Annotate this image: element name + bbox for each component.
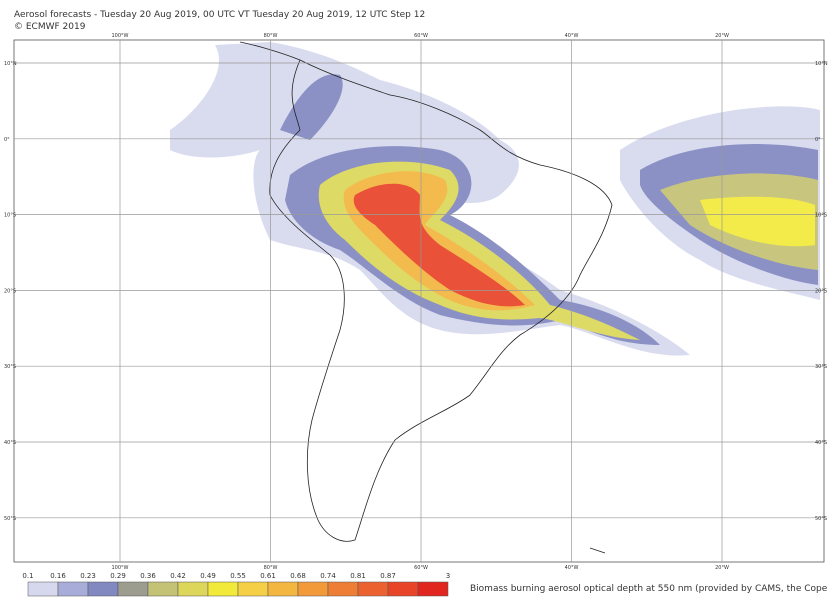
- lon-label: 100°W: [112, 33, 129, 39]
- lat-label: 0°: [815, 137, 821, 143]
- lat-label: 50°S: [4, 516, 16, 522]
- copyright: © ECMWF 2019: [14, 22, 86, 32]
- colorbar-label: 0.29: [110, 572, 126, 580]
- lat-label: 0°: [4, 137, 10, 143]
- lat-label: 10°S: [815, 213, 827, 219]
- graticule: 100°W 100°W 80°W 80°W 60°W 60°W 40°W 40°W 20°W 20…: [4, 33, 828, 571]
- colorbar: 0.1 0.16 0.23 0.29 0.36 0.42 0.49 0.55 0.61 0.68 0…: [22, 572, 450, 597]
- colorbar-label: 0.81: [350, 572, 366, 580]
- colorbar-label: 0.23: [80, 572, 96, 580]
- colorbar-label: 0.49: [200, 572, 216, 580]
- colorbar-cell: [117, 581, 149, 597]
- colorbar-label: 0.16: [50, 572, 66, 580]
- lon-label: 20°W: [715, 33, 729, 39]
- colorbar-label: 0.68: [290, 572, 306, 580]
- lon-label: 60°W: [414, 33, 428, 39]
- colorbar-cell: [417, 581, 449, 597]
- lat-label: 10°N: [815, 61, 828, 67]
- colorbar-cell: [297, 581, 329, 597]
- colorbar-cell: [237, 581, 269, 597]
- lat-label: 30°S: [815, 364, 827, 370]
- colorbar-label: 0.55: [230, 572, 246, 580]
- colorbar-label: 0.74: [320, 572, 336, 580]
- title: Aerosol forecasts - Tuesday 20 Aug 2019,…: [14, 10, 425, 20]
- colorbar-label: 0.1: [22, 572, 33, 580]
- lon-label: 40°W: [565, 33, 579, 39]
- colorbar-cell: [357, 581, 389, 597]
- lon-label: 80°W: [264, 565, 278, 571]
- lon-label: 80°W: [264, 33, 278, 39]
- lat-label: 50°S: [815, 516, 827, 522]
- lat-label: 20°S: [815, 288, 827, 294]
- colorbar-cell: [267, 581, 299, 597]
- lat-label: 40°S: [815, 440, 827, 446]
- lon-label: 100°W: [112, 565, 129, 571]
- colorbar-cell: [57, 581, 89, 597]
- lat-label: 30°S: [4, 364, 16, 370]
- caption: Biomass burning aerosol optical depth at…: [470, 584, 828, 594]
- colorbar-cell: [387, 581, 419, 597]
- colorbar-label: 0.36: [140, 572, 156, 580]
- colorbar-cell: [147, 581, 179, 597]
- map: 100°W 100°W 80°W 80°W 60°W 60°W 40°W 40°W 20°W 20…: [4, 33, 828, 571]
- lon-label: 60°W: [414, 565, 428, 571]
- colorbar-label: 0.42: [170, 572, 186, 580]
- colorbar-cell: [87, 581, 119, 597]
- colorbar-label: 0.61: [260, 572, 276, 580]
- colorbar-cell: [327, 581, 359, 597]
- lat-label: 10°S: [4, 213, 16, 219]
- lon-label: 20°W: [715, 565, 729, 571]
- colorbar-cell: [177, 581, 209, 597]
- colorbar-label: 0.87: [380, 572, 396, 580]
- coastline: [239, 41, 613, 554]
- lat-label: 10°N: [4, 61, 17, 67]
- lat-label: 20°S: [4, 288, 16, 294]
- colorbar-label: 3: [446, 572, 450, 580]
- colorbar-cell: [207, 581, 239, 597]
- lon-label: 40°W: [565, 565, 579, 571]
- lat-label: 40°S: [4, 440, 16, 446]
- colorbar-cell: [27, 581, 59, 597]
